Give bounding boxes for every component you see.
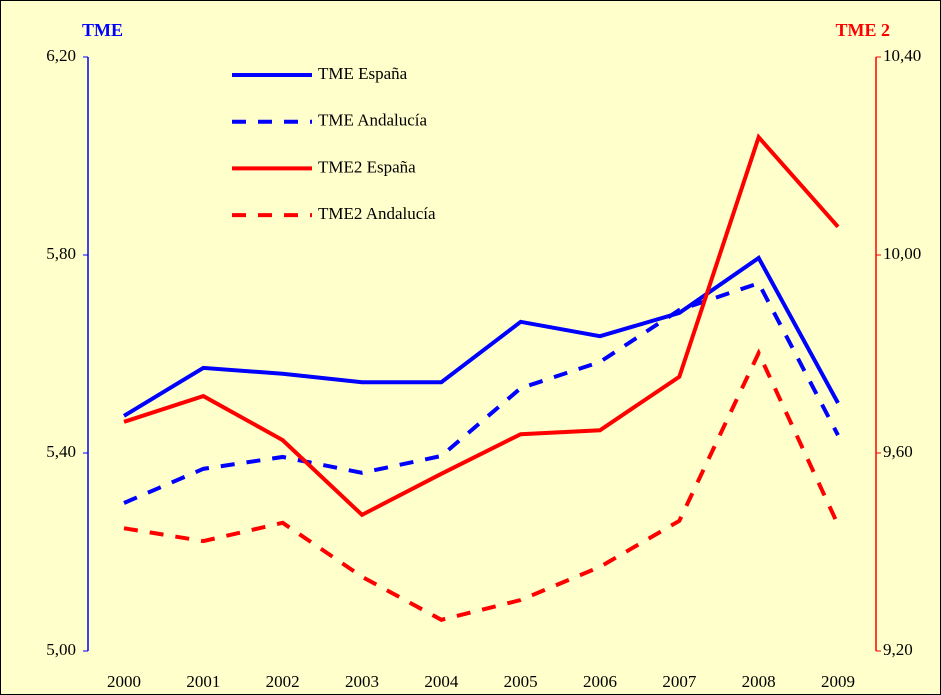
x-tick-label: 2001 [186,672,220,691]
x-tick-label: 2006 [583,672,617,691]
x-tick-label: 2003 [345,672,379,691]
x-tick-label: 2009 [821,672,855,691]
y2-axis-title: TME 2 [835,20,890,40]
x-tick-label: 2008 [742,672,776,691]
x-tick-label: 2007 [662,672,697,691]
x-tick-label: 2000 [107,672,141,691]
y2-tick-label: 9,60 [883,442,913,461]
legend-label: TME2 España [318,157,416,176]
legend-label: TME2 Andalucía [318,204,436,223]
y-tick-label: 5,40 [46,442,76,461]
x-tick-label: 2004 [424,672,459,691]
series-line [122,255,840,418]
y-tick-label: 6,20 [46,46,76,65]
legend-label: TME Andalucía [318,111,428,130]
y-axis-title: TME [82,20,123,40]
x-tick-label: 2002 [266,672,300,691]
series-line [123,133,840,518]
y2-tick-label: 9,20 [883,640,913,659]
series-line [123,280,840,505]
legend-label: TME España [318,64,408,83]
y2-tick-label: 10,40 [883,46,921,65]
y-tick-label: 5,80 [46,244,76,263]
x-tick-label: 2005 [504,672,538,691]
y-tick-label: 5,00 [46,640,76,659]
y2-tick-label: 10,00 [883,244,921,263]
